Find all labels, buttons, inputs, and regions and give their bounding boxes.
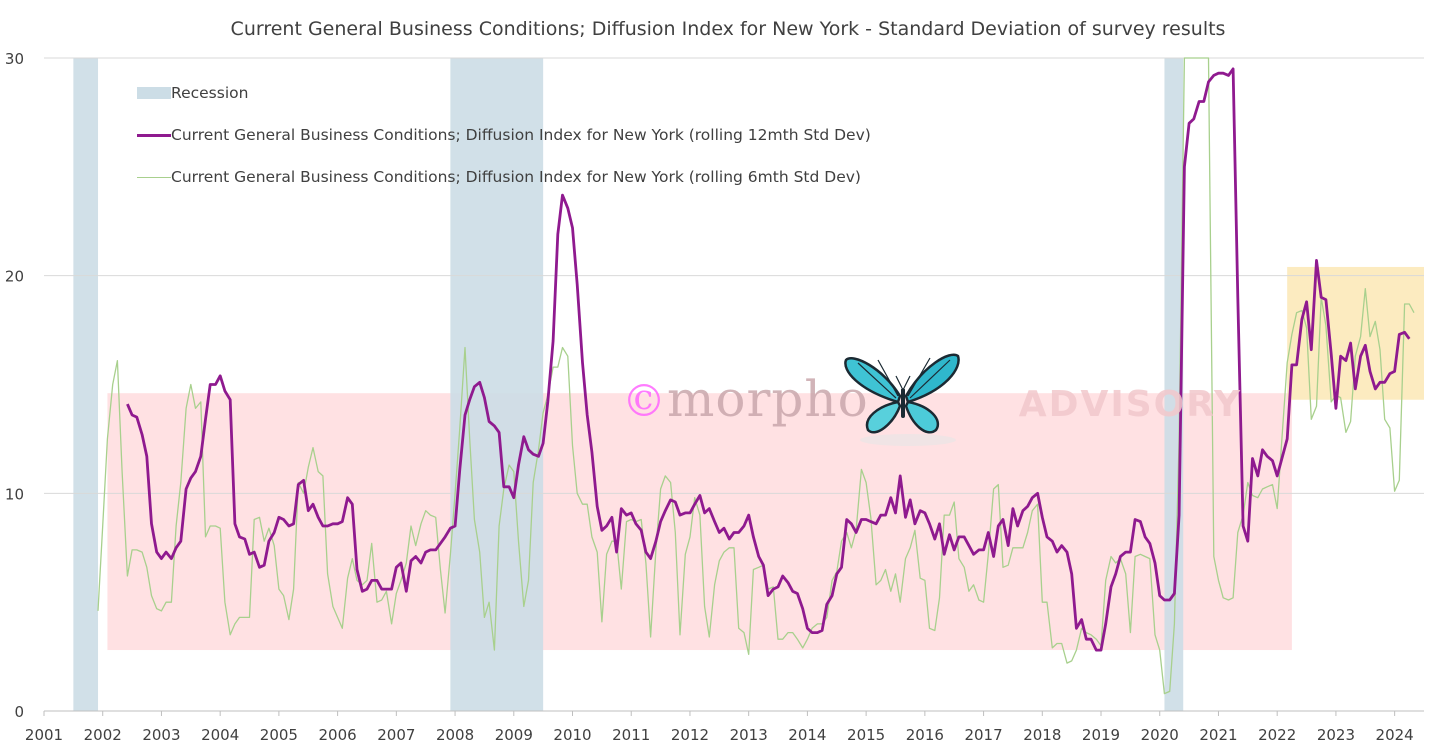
x-tick-label-2011: 2011 bbox=[612, 726, 650, 744]
series-lines bbox=[97, 57, 1415, 695]
legend-item-series-6mth: Current General Business Conditions; Dif… bbox=[137, 156, 871, 198]
legend-swatch-series-6mth bbox=[137, 176, 171, 178]
x-tick-label-2005: 2005 bbox=[260, 726, 298, 744]
legend-swatch-series-12mth bbox=[137, 133, 171, 137]
x-tick-label-2006: 2006 bbox=[319, 726, 357, 744]
x-tick-label-2016: 2016 bbox=[906, 726, 944, 744]
watermark-copyright: © bbox=[622, 376, 667, 427]
recession-bar-0 bbox=[73, 58, 99, 711]
x-tick-label-2008: 2008 bbox=[436, 726, 474, 744]
legend-item-recession: Recession bbox=[137, 72, 871, 114]
y-tick-label-20: 20 bbox=[5, 268, 24, 286]
x-tick-label-2002: 2002 bbox=[84, 726, 122, 744]
x-tick-label-2020: 2020 bbox=[1141, 726, 1179, 744]
y-tick-label-0: 0 bbox=[14, 703, 24, 721]
watermark-suffix: ADVISORY bbox=[1018, 384, 1243, 425]
legend-item-series-12mth: Current General Business Conditions; Dif… bbox=[137, 114, 871, 156]
chart-title: Current General Business Conditions; Dif… bbox=[230, 18, 1226, 40]
watermark-text: morpho bbox=[667, 370, 869, 428]
y-tick-label-30: 30 bbox=[5, 50, 24, 68]
series-line-12mth bbox=[126, 67, 1411, 652]
series-line-6mth bbox=[97, 57, 1415, 695]
x-tick-label-2012: 2012 bbox=[671, 726, 709, 744]
x-tick-label-2018: 2018 bbox=[1023, 726, 1061, 744]
x-tick-label-2017: 2017 bbox=[964, 726, 1002, 744]
x-tick-label-2014: 2014 bbox=[788, 726, 826, 744]
butterfly-icon bbox=[844, 353, 960, 446]
legend-label-series-6mth: Current General Business Conditions; Dif… bbox=[171, 168, 861, 186]
x-tick-label-2001: 2001 bbox=[25, 726, 63, 744]
x-tick-label-2019: 2019 bbox=[1082, 726, 1120, 744]
axes: 0 10 20 30 2001 2002 2003 2004 2005 2006 2007 2008 2… bbox=[5, 50, 1424, 744]
x-tick-label-2004: 2004 bbox=[201, 726, 239, 744]
x-tick-label-2013: 2013 bbox=[730, 726, 768, 744]
x-tick-label-2010: 2010 bbox=[553, 726, 591, 744]
y-tick-label-10: 10 bbox=[5, 485, 24, 503]
x-tick-label-2022: 2022 bbox=[1258, 726, 1296, 744]
x-tick-label-2024: 2024 bbox=[1376, 726, 1414, 744]
x-tick-label-2009: 2009 bbox=[495, 726, 533, 744]
x-tick-label-2021: 2021 bbox=[1199, 726, 1237, 744]
x-tick-label-2023: 2023 bbox=[1317, 726, 1355, 744]
legend-label-recession: Recession bbox=[171, 84, 249, 102]
legend-label-series-12mth: Current General Business Conditions; Dif… bbox=[171, 126, 871, 144]
x-tick-label-2015: 2015 bbox=[847, 726, 885, 744]
x-tick-label-2003: 2003 bbox=[142, 726, 180, 744]
watermark: ©morpho ADVISORY bbox=[622, 370, 1242, 428]
highlight-bands bbox=[107, 266, 1424, 651]
legend-swatch-recession bbox=[137, 87, 171, 99]
legend: Recession Current General Business Condi… bbox=[137, 72, 871, 198]
x-tick-label-2007: 2007 bbox=[377, 726, 415, 744]
